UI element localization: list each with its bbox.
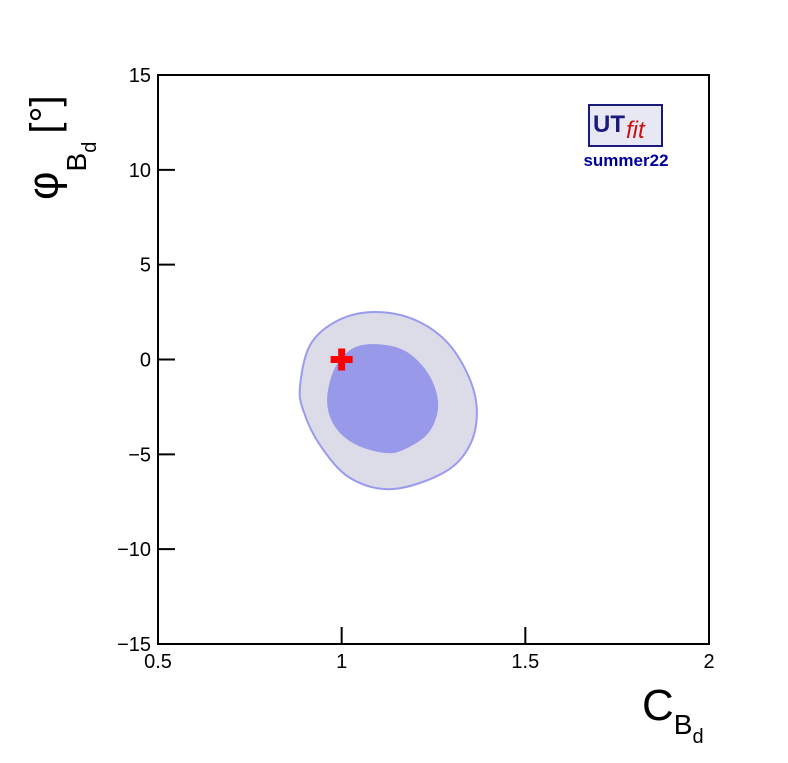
logo-tag: summer22 — [583, 151, 668, 170]
y-tick-label: −5 — [128, 444, 151, 466]
x-label-main: C — [642, 681, 674, 730]
y-label-unit: [°] — [23, 95, 67, 133]
y-tick-label: −10 — [117, 539, 151, 561]
x-tick-label: 0.5 — [144, 651, 172, 673]
logo-box — [588, 104, 663, 147]
plot-area — [298, 310, 478, 491]
y-label-subsub: d — [79, 142, 101, 153]
y-label-sub: B — [61, 153, 92, 172]
marker — [330, 348, 353, 371]
y-axis-label: φBd [°] — [19, 95, 101, 200]
y-label-main: φ — [19, 171, 68, 200]
y-tick-label: 10 — [129, 160, 151, 182]
logo: UT fit summer22 — [583, 104, 669, 170]
x-tick-label: 1 — [336, 651, 347, 673]
y-tick-label: −15 — [117, 634, 151, 656]
y-tick-label: 0 — [140, 350, 151, 372]
x-axis-label: CBd — [642, 681, 704, 748]
logo-ut: UT — [593, 111, 625, 138]
contour-region — [327, 344, 439, 454]
x-label-subsub: d — [692, 726, 703, 748]
ticks: 0.5 1 1.5 2 −15 −10 −5 0 5 10 15 — [117, 65, 715, 673]
logo-fit: fit — [626, 117, 646, 144]
y-tick-label: 15 — [129, 65, 151, 87]
x-tick-label: 1.5 — [511, 651, 539, 673]
x-label-sub: B — [674, 709, 693, 740]
x-tick-label: 2 — [703, 651, 714, 673]
y-tick-label: 5 — [140, 255, 151, 277]
